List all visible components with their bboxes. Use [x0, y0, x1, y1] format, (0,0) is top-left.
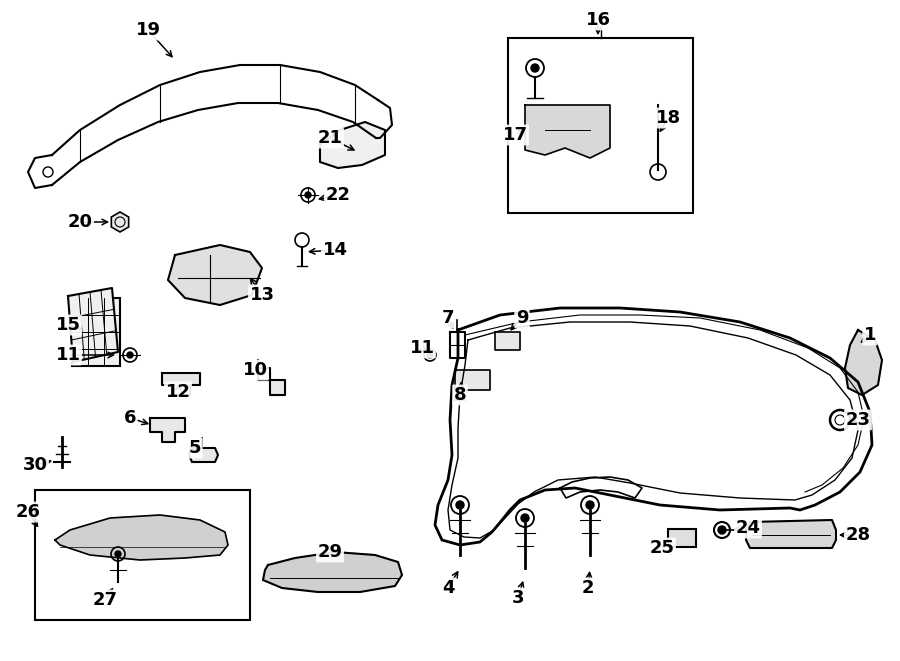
- Text: 14: 14: [322, 241, 347, 259]
- Text: 15: 15: [56, 316, 80, 334]
- Bar: [668, 529, 696, 547]
- Circle shape: [521, 514, 529, 522]
- Text: 18: 18: [655, 109, 680, 127]
- Polygon shape: [525, 105, 610, 158]
- Circle shape: [127, 352, 133, 358]
- Bar: [508, 38, 693, 213]
- Text: 17: 17: [502, 126, 527, 144]
- Polygon shape: [189, 448, 218, 462]
- Text: 1: 1: [864, 326, 877, 344]
- Text: 6: 6: [124, 409, 136, 427]
- Bar: [35, 490, 250, 620]
- Text: 2: 2: [581, 579, 594, 597]
- Polygon shape: [258, 360, 285, 395]
- Polygon shape: [746, 520, 836, 548]
- Polygon shape: [320, 122, 385, 168]
- Text: 28: 28: [845, 526, 870, 544]
- Polygon shape: [455, 370, 490, 390]
- Circle shape: [718, 526, 726, 534]
- Text: 16: 16: [586, 11, 610, 29]
- Text: 30: 30: [22, 456, 48, 474]
- Polygon shape: [55, 515, 228, 560]
- Polygon shape: [845, 330, 882, 395]
- Text: 26: 26: [15, 503, 40, 521]
- Text: 13: 13: [249, 286, 274, 304]
- Polygon shape: [162, 373, 200, 395]
- Text: 19: 19: [136, 21, 160, 39]
- Text: 24: 24: [735, 519, 760, 537]
- Circle shape: [456, 501, 464, 509]
- Text: 10: 10: [242, 361, 267, 379]
- Circle shape: [305, 192, 311, 198]
- Text: 29: 29: [318, 543, 343, 561]
- Circle shape: [427, 352, 433, 358]
- Text: 11: 11: [56, 346, 80, 364]
- Text: 11: 11: [410, 339, 435, 357]
- Text: 9: 9: [516, 309, 528, 327]
- Text: 27: 27: [93, 591, 118, 609]
- Text: 12: 12: [166, 383, 191, 401]
- Circle shape: [531, 64, 539, 72]
- Text: 25: 25: [650, 539, 674, 557]
- Polygon shape: [168, 245, 262, 305]
- Text: 20: 20: [68, 213, 93, 231]
- Text: 4: 4: [442, 579, 454, 597]
- Text: 3: 3: [512, 589, 524, 607]
- Text: 5: 5: [189, 439, 202, 457]
- Circle shape: [586, 501, 594, 509]
- Polygon shape: [495, 332, 520, 350]
- Polygon shape: [263, 552, 402, 592]
- Text: 23: 23: [845, 411, 870, 429]
- Text: 22: 22: [326, 186, 350, 204]
- Bar: [72, 298, 120, 366]
- Polygon shape: [68, 288, 118, 362]
- Polygon shape: [150, 418, 185, 442]
- Circle shape: [115, 551, 121, 557]
- Text: 7: 7: [442, 309, 454, 327]
- Text: 8: 8: [454, 386, 466, 404]
- Text: 21: 21: [318, 129, 343, 147]
